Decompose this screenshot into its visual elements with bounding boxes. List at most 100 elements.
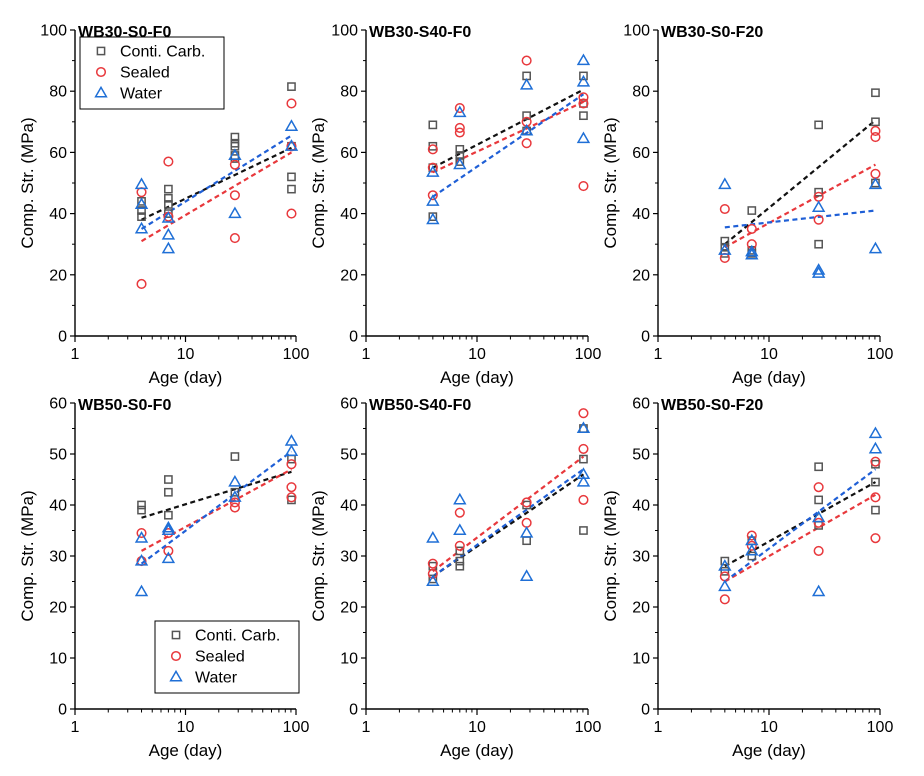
data-point (870, 132, 881, 143)
data-point (519, 123, 534, 136)
data-point (426, 574, 440, 587)
data-point (455, 546, 465, 556)
data-point (427, 558, 438, 569)
y-tick-label: 10 (49, 651, 67, 668)
x-tick-label: 100 (575, 346, 602, 363)
data-point (521, 55, 532, 66)
data-point (745, 244, 759, 257)
legend-label: Conti. Carb. (120, 44, 205, 61)
data-point (576, 474, 591, 487)
data-point (161, 211, 176, 223)
panel-title: WB50-S0-F0 (78, 397, 171, 414)
data-point (521, 497, 532, 508)
data-point (286, 98, 297, 109)
x-axis-title: Age (day) (732, 741, 806, 760)
data-point (522, 536, 531, 546)
y-tick-label: 100 (623, 23, 650, 40)
data-point (576, 421, 591, 434)
y-tick-label: 0 (58, 329, 67, 346)
chart-panel: 0 20 40 60 80 100 1 10 100 Age (day) Comp. Str. (M… (18, 23, 309, 388)
legend: Conti. Carb. Sealed Water (154, 620, 300, 694)
y-tick-label: 10 (340, 651, 358, 668)
legend-label: Sealed (195, 649, 245, 666)
data-point (870, 533, 881, 544)
y-tick-label: 60 (632, 145, 650, 162)
data-point (229, 502, 240, 513)
data-point (163, 156, 174, 167)
data-point (426, 212, 440, 225)
data-point (578, 92, 589, 103)
data-point (579, 454, 588, 464)
y-tick-label: 0 (641, 702, 650, 719)
y-tick-label: 20 (49, 600, 67, 617)
data-point (519, 77, 534, 90)
data-point (870, 125, 881, 137)
fit-line (141, 470, 292, 519)
legend-label: Conti. Carb. (195, 628, 280, 645)
data-point (164, 475, 173, 484)
data-point (286, 482, 297, 493)
data-point (136, 187, 147, 198)
fit-line (724, 493, 877, 583)
x-tick-label: 10 (468, 719, 486, 736)
data-point (230, 452, 240, 461)
data-point (164, 510, 173, 520)
y-axis-title: Comp. Str. (MPa) (601, 490, 620, 621)
chart-panel: 0 20 40 60 80 100 1 10 100 Age (day) Comp. Str. (M… (309, 23, 601, 388)
data-point (579, 71, 588, 81)
legend-marker (96, 46, 106, 56)
data-point (161, 241, 176, 254)
y-tick-label: 100 (331, 23, 358, 40)
y-tick-label: 0 (58, 702, 67, 719)
data-point (453, 492, 467, 505)
data-point (519, 525, 534, 538)
y-tick-label: 20 (49, 267, 67, 284)
y-tick-label: 30 (340, 549, 358, 566)
y-tick-label: 40 (632, 498, 650, 515)
data-point (576, 131, 591, 144)
data-point (454, 507, 465, 518)
data-point (427, 568, 438, 579)
data-point (718, 243, 732, 255)
y-tick-label: 100 (40, 23, 67, 40)
data-point (870, 168, 881, 179)
data-point (164, 487, 173, 497)
x-axis-title: Age (day) (149, 368, 223, 387)
data-point (228, 206, 242, 219)
y-tick-label: 80 (340, 84, 358, 101)
data-point (455, 144, 465, 154)
data-point (576, 53, 591, 66)
fit-line (432, 100, 584, 174)
legend-marker (170, 650, 182, 662)
data-point (521, 517, 532, 528)
data-point (287, 184, 296, 194)
data-point (427, 190, 438, 201)
data-point (871, 477, 880, 487)
x-tick-label: 10 (760, 346, 778, 363)
data-point (745, 543, 759, 556)
y-tick-label: 50 (340, 447, 358, 464)
legend-label: Water (120, 86, 163, 103)
chart-panel: 0 20 40 60 80 100 1 10 100 Age (day) Comp. Str. (M… (601, 23, 893, 388)
data-point (746, 540, 757, 551)
data-point (578, 443, 589, 454)
data-point (229, 190, 240, 201)
y-axis-title: Comp. Str. (MPa) (309, 490, 328, 621)
y-axis-title: Comp. Str. (MPa) (18, 117, 37, 248)
data-point (134, 553, 149, 566)
y-axis-title: Comp. Str. (MPa) (309, 117, 328, 248)
data-point (134, 177, 149, 190)
fit-line (724, 163, 876, 249)
data-point (578, 181, 589, 192)
fit-line (724, 119, 877, 246)
data-point (230, 132, 240, 142)
data-point (813, 517, 824, 528)
data-point (426, 165, 440, 177)
data-point (718, 579, 732, 592)
x-tick-label: 10 (468, 346, 486, 363)
y-tick-label: 40 (340, 498, 358, 515)
chart-panel: 0 10 20 30 40 50 60 1 10 100 Age (day) Comp. Str. (… (18, 396, 309, 761)
data-point (454, 122, 465, 133)
y-tick-label: 80 (49, 84, 67, 101)
data-point (228, 474, 242, 487)
